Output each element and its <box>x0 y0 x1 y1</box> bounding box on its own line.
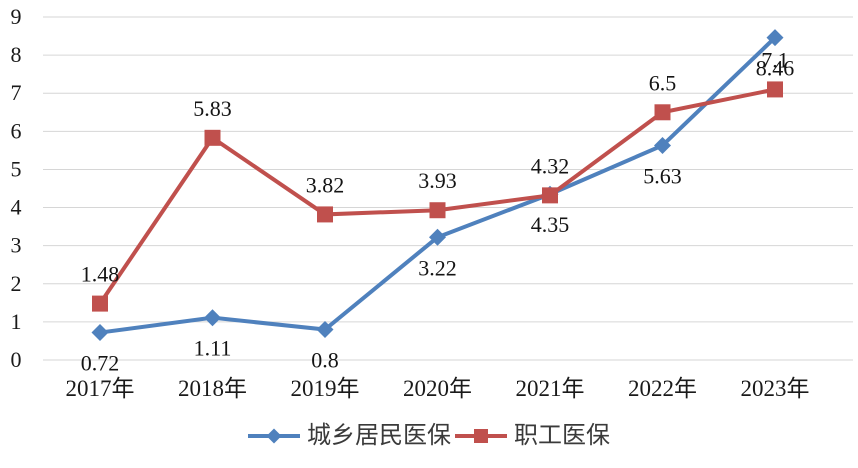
data-point-label: 3.82 <box>306 172 345 197</box>
legend-item-resident-insurance: 城乡居民医保 <box>248 424 451 448</box>
y-axis-tick-label: 8 <box>11 42 22 67</box>
data-point-label: 7.1 <box>761 47 789 72</box>
legend-label-resident-insurance: 城乡居民医保 <box>307 423 451 449</box>
data-point-marker <box>92 295 108 312</box>
y-axis-tick-label: 0 <box>11 347 22 372</box>
data-point-marker <box>542 187 558 204</box>
x-axis-label: 2020年 <box>403 376 472 401</box>
legend-item-employee-insurance: 职工医保 <box>455 424 610 448</box>
data-point-marker <box>654 104 671 121</box>
line-chart-canvas: 0 1 2 3 4 5 6 7 8 9 2017年 2018年 2019年 2020年 2021年 2022年… <box>11 4 853 401</box>
legend-line-diamond-icon <box>248 428 300 444</box>
data-point-label: 6.5 <box>649 70 677 95</box>
legend-label-employee-insurance: 职工医保 <box>514 423 610 449</box>
y-axis-tick-label: 2 <box>11 271 22 296</box>
data-point-marker <box>429 228 446 246</box>
y-axis-tick-label: 9 <box>11 4 22 29</box>
x-axis-label: 2022年 <box>628 376 697 401</box>
data-point-label: 4.35 <box>531 212 570 237</box>
data-point-marker <box>316 321 334 339</box>
data-point-marker <box>654 136 671 154</box>
data-point-label: 3.93 <box>418 168 457 193</box>
x-axis-label: 2017年 <box>66 376 135 401</box>
y-axis-tick-label: 4 <box>11 195 22 220</box>
x-axis-label: 2018年 <box>178 376 247 401</box>
data-point-label: 8.46 <box>756 56 795 81</box>
legend-line-square-icon <box>455 429 507 443</box>
y-axis-tick-label: 1 <box>11 309 22 334</box>
y-axis-tick-label: 5 <box>11 156 22 181</box>
x-axis-label: 2021年 <box>516 376 585 401</box>
data-point-marker <box>204 309 221 327</box>
y-axis-tick-label: 7 <box>11 80 22 105</box>
data-point-label: 4.32 <box>531 153 570 178</box>
data-point-label: 5.63 <box>643 163 682 188</box>
x-axis-label: 2019年 <box>291 376 360 401</box>
data-point-label: 1.11 <box>194 336 232 361</box>
y-axis-tick-label: 6 <box>11 118 22 143</box>
data-point-label: 0.72 <box>81 351 120 376</box>
data-point-label: 0.8 <box>311 348 339 373</box>
data-point-marker <box>317 206 333 223</box>
data-point-label: 1.48 <box>81 262 120 287</box>
x-axis-label: 2023年 <box>741 376 810 401</box>
data-point-marker <box>429 202 446 219</box>
data-point-marker <box>91 324 109 342</box>
data-point-marker <box>204 129 221 146</box>
data-point-marker <box>766 29 784 47</box>
legend: 城乡居民医保 职工医保 <box>0 424 858 448</box>
data-point-label: 5.83 <box>193 96 232 121</box>
data-point-label: 3.22 <box>418 255 457 280</box>
data-point-marker <box>767 81 783 98</box>
y-axis-tick-label: 3 <box>11 233 22 258</box>
